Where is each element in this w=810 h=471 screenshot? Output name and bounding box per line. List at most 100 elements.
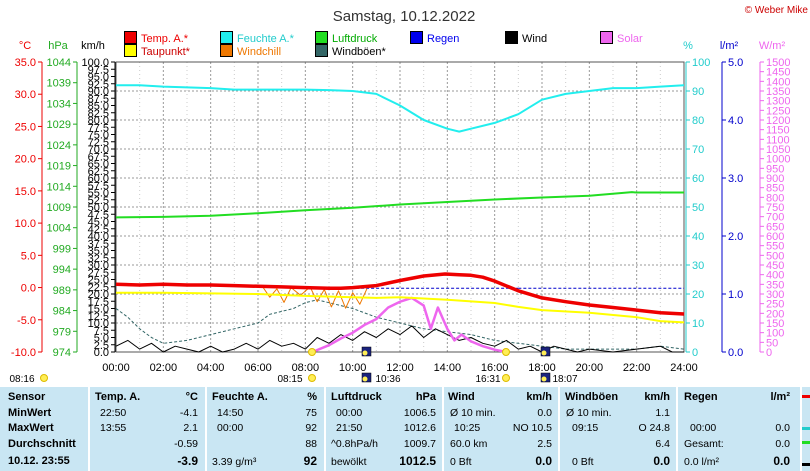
wind-avg-value: 2.5 [537,438,552,450]
rain-column: Regen l/m² 00:00 0.0 Gesamt: 0.0 0.0 l/m… [678,387,800,471]
solar-tick-label: 550 [766,241,784,253]
wind-tick-label: 25.0 [88,275,109,287]
humidity-tick-label: 40 [692,231,704,243]
wind-tick-label: 80.0 [88,115,109,127]
solar-tick-label: 300 [766,289,784,301]
wind-avg10-value: 0.0 [537,407,552,419]
legend-swatch [410,31,423,44]
legend-label: Windböen* [332,46,386,58]
moonrise-time: 10:36 [375,374,400,385]
humidity-tick-label: 20 [692,289,704,301]
humidity-tick-label: 50 [692,202,704,214]
legend-item: Solar [600,31,643,45]
wind-tick-label: 65.0 [88,159,109,171]
solar-tick-label: 1250 [766,105,790,117]
wind-tick-label: 12.5 [88,311,109,323]
solar-tick-label: 500 [766,250,784,262]
legend-label: Solar [617,33,643,45]
solar-tick-label: 50 [766,337,778,349]
temp-header: Temp. A. [95,391,141,403]
solar-tick-label: 1400 [766,76,790,88]
wind-tick-label: 77.5 [88,122,109,134]
wind-unit-label: km/h [81,40,105,52]
moonset-icon-glyph [541,350,547,356]
edge-marker-cyan [802,427,810,430]
x-tick-label: 14:00 [434,362,462,374]
series-line-solar [311,296,507,354]
pressure-tick-label: 1014 [47,181,71,193]
wind-tick-label: 97.5 [88,64,109,76]
x-tick-label: 16:00 [481,362,509,374]
pressure-max-time: 21:50 [336,422,363,434]
moonrise-icon-glyph [362,376,368,382]
pressure-unit: hPa [415,391,436,403]
weather-chart: Samstag, 10.12.2022 © Weber Mike °C hPa km… [9,5,808,385]
x-tick-label: 00:00 [102,362,130,374]
wind-tick-label: 57.5 [88,180,109,192]
legend-label: Feuchte A.* [237,33,294,45]
rain-current-value: 0.0 [773,454,790,468]
temp-tick-label: 35.0 [15,57,36,69]
temp-tick-label: 5.0 [21,250,36,262]
wind-tick-label: 67.5 [88,151,109,163]
pressure-tick-label: 999 [53,243,71,255]
gust-beaufort: 0 Bft [572,456,594,468]
wind-header: Wind [448,391,475,403]
wind-tick-label: 50.0 [88,202,109,214]
pressure-tick-label: 1024 [47,140,71,152]
x-tick-label: 06:00 [244,362,272,374]
wind-tick-label: 60.0 [88,173,109,185]
wind-tick-label: 15.0 [88,304,109,316]
solar-tick-label: 1350 [766,86,790,98]
edge-marker-red [802,395,810,398]
moonrise-icon-glyph [362,350,368,356]
pressure-tick-label: 979 [53,326,71,338]
rain-max-time: 00:00 [690,422,717,434]
solar-tick-label: 150 [766,318,784,330]
solar-tick-label: 250 [766,299,784,311]
sunrise-time-left: 08:16 [9,374,34,385]
legend-label: Windchill [237,46,282,58]
pressure-max-value: 1012.6 [403,422,436,434]
wind-tick-label: 10.0 [88,318,109,330]
sunset-icon [502,374,510,382]
series-line-luftdruck [115,191,684,219]
wind-tick-label: 32.5 [88,253,109,265]
solar-tick-label: 700 [766,212,784,224]
wind-tick-label: 85.0 [88,101,109,113]
summary-table: Sensor MinWert MaxWert Durchschnitt 10.1… [0,387,810,471]
chart-title: Samstag, 10.12.2022 [333,8,476,25]
temp-tick-label: 15.0 [15,186,36,198]
pressure-column: Luftdruck hPa 00:00 1006.5 21:50 1012.6 … [326,387,442,471]
wind-max-value: NO 10.5 [512,422,552,434]
wind-tick-label: 95.0 [88,72,109,84]
pressure-tick-label: 1004 [47,223,71,235]
pressure-forecast: bewölkt [331,456,367,468]
gust-max-time: 09:15 [572,422,599,434]
rain-max-value: 0.0 [775,422,790,434]
wind-tick-label: 82.5 [88,108,109,120]
wind-tick-label: 87.5 [88,93,109,105]
pressure-tick-label: 1029 [47,119,71,131]
sunrise-icon [308,374,316,382]
temp-current-value: -3.9 [177,454,198,468]
x-tick-label: 12:00 [386,362,414,374]
label-now: 10.12. 23:55 [8,455,70,467]
legend-item: Regen [410,31,459,45]
rain-tick-label: 4.0 [728,115,743,127]
wind-tick-label: 92.5 [88,79,109,91]
series-line-feuchte-a [116,84,685,133]
x-tick-label: 04:00 [197,362,225,374]
solar-tick-label: 950 [766,163,784,175]
rain-unit-label: l/m² [720,40,739,52]
moonset-icon-glyph [541,376,547,382]
solar-tick-label: 850 [766,183,784,195]
x-tick-label: 10:00 [339,362,367,374]
pressure-min-time: 00:00 [336,407,363,419]
legend-swatch [315,44,328,57]
humidity-tick-label: 100 [692,57,710,69]
moonset-time: 18:07 [552,374,577,385]
sunset-icon [502,348,510,356]
rain-total-label: Gesamt: [684,438,724,450]
x-tick-label: 20:00 [576,362,604,374]
